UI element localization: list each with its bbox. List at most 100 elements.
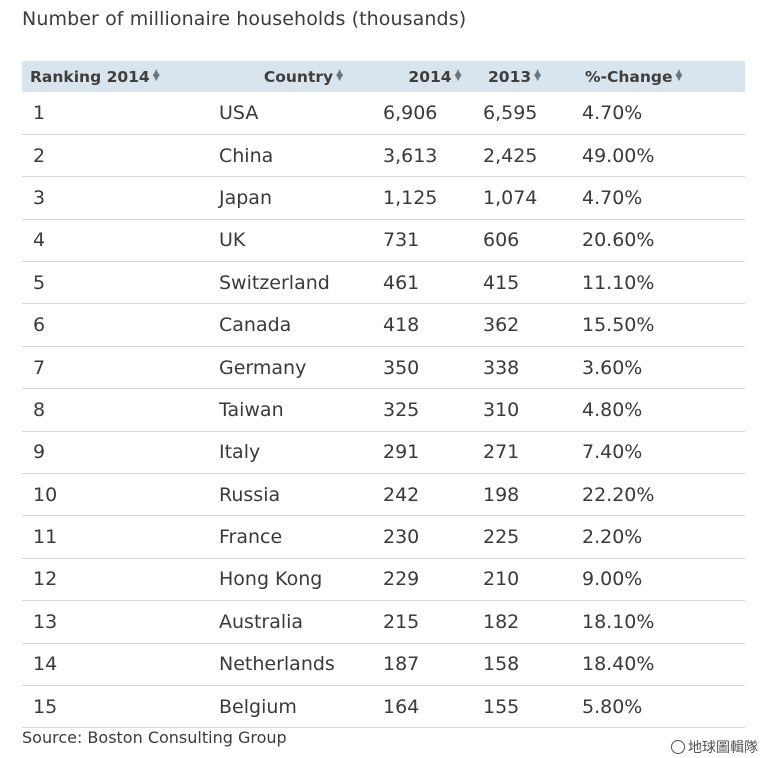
cell-pct-change: 7.40% bbox=[582, 441, 643, 464]
cell-pct-change: 11.10% bbox=[582, 271, 655, 294]
cell-country: Australia bbox=[219, 610, 304, 633]
cell-2013: 1,074 bbox=[483, 186, 538, 209]
cell-rank: 11 bbox=[33, 526, 58, 549]
cell-2014: 291 bbox=[383, 441, 420, 464]
cell-rank: 5 bbox=[33, 271, 46, 294]
sort-icon[interactable]: ▲ ▼ bbox=[336, 68, 344, 83]
cell-rank: 7 bbox=[33, 356, 46, 379]
table-body: 1 USA 6,906 6,595 4.70% 2 China 3,613 2,425 49.00… bbox=[22, 92, 745, 728]
cell-rank: 3 bbox=[33, 186, 46, 209]
globe-logo-icon bbox=[671, 740, 685, 754]
cell-2014: 187 bbox=[383, 653, 420, 676]
cell-country: France bbox=[219, 526, 283, 549]
cell-2013: 182 bbox=[483, 610, 520, 633]
cell-2013: 338 bbox=[483, 356, 520, 379]
cell-2014: 242 bbox=[383, 483, 420, 506]
cell-2014: 325 bbox=[383, 398, 420, 421]
millionaire-table: Ranking 2014 ▲ ▼ Country ▲ ▼ 2014 ▲ ▼ 2013 ▲ ▼ %… bbox=[22, 61, 745, 728]
sort-icon[interactable]: ▲ ▼ bbox=[454, 68, 462, 83]
cell-2014: 461 bbox=[383, 271, 420, 294]
table-row: 6 Canada 418 362 15.50% bbox=[22, 304, 745, 347]
cell-2014: 164 bbox=[383, 695, 420, 718]
cell-country: Italy bbox=[219, 441, 261, 464]
column-header-2013[interactable]: 2013 ▲ ▼ bbox=[488, 67, 542, 86]
cell-country: China bbox=[219, 144, 274, 167]
sort-icon[interactable]: ▲ ▼ bbox=[534, 68, 542, 83]
cell-country: Netherlands bbox=[219, 653, 335, 676]
cell-pct-change: 4.70% bbox=[582, 186, 643, 209]
table-row: 5 Switzerland 461 415 11.10% bbox=[22, 262, 745, 304]
table-row: 13 Australia 215 182 18.10% bbox=[22, 601, 745, 644]
cell-rank: 15 bbox=[33, 695, 58, 718]
cell-pct-change: 20.60% bbox=[582, 229, 655, 252]
cell-2014: 229 bbox=[383, 568, 420, 591]
table-row: 14 Netherlands 187 158 18.40% bbox=[22, 643, 745, 686]
cell-2014: 731 bbox=[383, 229, 420, 252]
source-note: Source: Boston Consulting Group bbox=[22, 728, 287, 747]
cell-country: UK bbox=[219, 229, 246, 252]
cell-rank: 6 bbox=[33, 314, 46, 337]
cell-2013: 155 bbox=[483, 695, 520, 718]
table-row: 8 Taiwan 325 310 4.80% bbox=[22, 389, 745, 432]
cell-pct-change: 18.40% bbox=[582, 653, 655, 676]
cell-pct-change: 4.80% bbox=[582, 398, 643, 421]
cell-pct-change: 5.80% bbox=[582, 695, 643, 718]
column-header-country[interactable]: Country ▲ ▼ bbox=[263, 67, 344, 86]
table-row: 4 UK 731 606 20.60% bbox=[22, 219, 745, 262]
cell-rank: 10 bbox=[33, 483, 58, 506]
cell-pct-change: 4.70% bbox=[582, 101, 643, 124]
column-header-pct-change[interactable]: %-Change ▲ ▼ bbox=[585, 67, 683, 86]
cell-country: Russia bbox=[219, 483, 281, 506]
cell-2013: 415 bbox=[483, 271, 520, 294]
table-row: 10 Russia 242 198 22.20% bbox=[22, 474, 745, 516]
watermark: 地球圖輯隊 bbox=[671, 737, 758, 757]
column-header-ranking[interactable]: Ranking 2014 ▲ ▼ bbox=[30, 67, 160, 86]
cell-2013: 310 bbox=[483, 398, 520, 421]
cell-country: Taiwan bbox=[219, 398, 284, 421]
cell-rank: 4 bbox=[33, 229, 46, 252]
table-header-row: Ranking 2014 ▲ ▼ Country ▲ ▼ 2014 ▲ ▼ 2013 ▲ ▼ %… bbox=[22, 61, 745, 92]
table-row: 1 USA 6,906 6,595 4.70% bbox=[22, 92, 745, 135]
table-title: Number of millionaire households (thousa… bbox=[22, 8, 467, 30]
cell-2013: 210 bbox=[483, 568, 520, 591]
cell-2014: 418 bbox=[383, 314, 420, 337]
cell-country: Hong Kong bbox=[219, 568, 323, 591]
table-row: 12 Hong Kong 229 210 9.00% bbox=[22, 558, 745, 601]
table-row: 7 Germany 350 338 3.60% bbox=[22, 346, 745, 389]
cell-rank: 1 bbox=[33, 101, 46, 124]
cell-2013: 198 bbox=[483, 483, 520, 506]
cell-rank: 13 bbox=[33, 610, 58, 633]
cell-country: Japan bbox=[219, 186, 272, 209]
cell-country: Canada bbox=[219, 314, 292, 337]
cell-pct-change: 9.00% bbox=[582, 568, 643, 591]
column-header-2014[interactable]: 2014 ▲ ▼ bbox=[408, 67, 462, 86]
cell-country: USA bbox=[219, 101, 259, 124]
cell-2014: 215 bbox=[383, 610, 420, 633]
table-row: 3 Japan 1,125 1,074 4.70% bbox=[22, 177, 745, 220]
cell-pct-change: 18.10% bbox=[582, 610, 655, 633]
table-row: 9 Italy 291 271 7.40% bbox=[22, 431, 745, 474]
cell-2014: 350 bbox=[383, 356, 420, 379]
cell-2013: 158 bbox=[483, 653, 520, 676]
cell-country: Switzerland bbox=[219, 271, 330, 294]
cell-2014: 1,125 bbox=[383, 186, 438, 209]
cell-rank: 2 bbox=[33, 144, 46, 167]
cell-country: Belgium bbox=[219, 695, 297, 718]
cell-pct-change: 15.50% bbox=[582, 314, 655, 337]
sort-icon[interactable]: ▲ ▼ bbox=[152, 68, 160, 83]
sort-icon[interactable]: ▲ ▼ bbox=[675, 68, 683, 83]
cell-pct-change: 2.20% bbox=[582, 526, 643, 549]
cell-pct-change: 49.00% bbox=[582, 144, 655, 167]
cell-rank: 12 bbox=[33, 568, 58, 591]
cell-2013: 606 bbox=[483, 229, 520, 252]
cell-2013: 6,595 bbox=[483, 101, 538, 124]
cell-2013: 225 bbox=[483, 526, 520, 549]
cell-2014: 230 bbox=[383, 526, 420, 549]
cell-pct-change: 22.20% bbox=[582, 483, 655, 506]
table-row: 11 France 230 225 2.20% bbox=[22, 516, 745, 559]
cell-2014: 6,906 bbox=[383, 101, 438, 124]
cell-rank: 9 bbox=[33, 441, 46, 464]
cell-2013: 2,425 bbox=[483, 144, 538, 167]
cell-2014: 3,613 bbox=[383, 144, 438, 167]
cell-rank: 14 bbox=[33, 653, 58, 676]
